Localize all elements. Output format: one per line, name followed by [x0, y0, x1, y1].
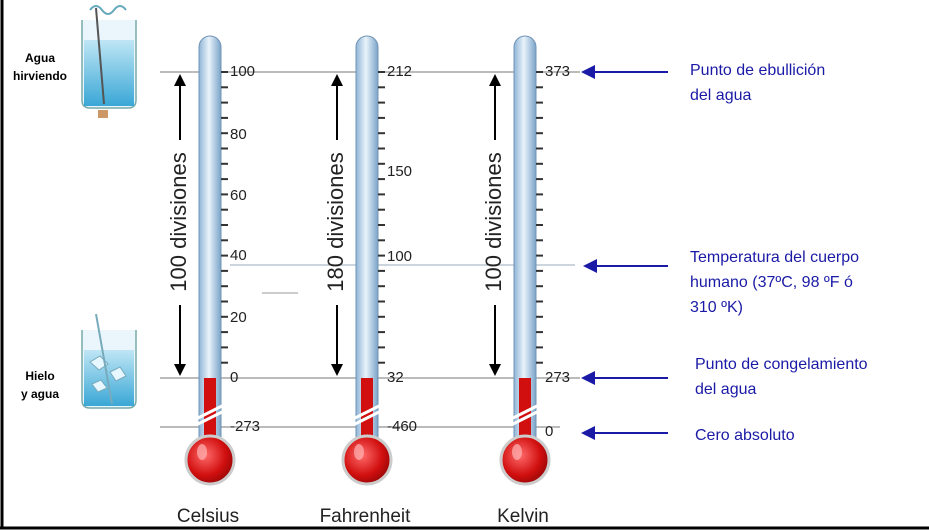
- beaker-label: hirviendo: [13, 69, 67, 83]
- scale-name: Celsius: [177, 506, 239, 527]
- bulb-shine: [512, 444, 522, 460]
- beaker-label: Agua: [25, 51, 55, 65]
- annotation: Punto de ebullición: [690, 62, 825, 79]
- annotation: del agua: [695, 381, 756, 398]
- divisions-label: 100 divisiones: [166, 152, 191, 291]
- annotation: 310 ºK): [690, 299, 743, 316]
- beaker-label: y agua: [21, 387, 59, 401]
- tick-label: 60: [230, 187, 247, 204]
- bulb: [343, 436, 391, 484]
- tick-label: 150: [387, 163, 412, 180]
- bulb: [501, 436, 549, 484]
- annotation: del agua: [690, 87, 751, 104]
- tick-label: 100: [387, 248, 412, 265]
- tick-label: -460: [387, 418, 417, 435]
- tick-label: 212: [387, 63, 412, 80]
- tick-label: 0: [545, 423, 553, 440]
- tick-label: 373: [545, 63, 570, 80]
- bulb-shine: [197, 444, 207, 460]
- annotation: Temperatura del cuerpo: [690, 249, 859, 266]
- scale-name: Kelvin: [497, 506, 549, 527]
- annotation: humano (37ºC, 98 ºF ó: [690, 274, 853, 291]
- divisions-label: 100 divisiones: [481, 152, 506, 291]
- tick-label: 20: [230, 309, 247, 326]
- tick-label: -273: [230, 418, 260, 435]
- tick-label: 40: [230, 247, 247, 264]
- divisions-label: 180 divisiones: [323, 152, 348, 291]
- beaker-label: Hielo: [25, 369, 54, 383]
- tick-label: 80: [230, 126, 247, 143]
- scale-name: Fahrenheit: [320, 506, 412, 527]
- bulb-shine: [354, 444, 364, 460]
- tick-label: 0: [230, 369, 238, 386]
- annotation: Cero absoluto: [695, 427, 795, 444]
- tick-label: 100: [230, 63, 255, 80]
- annotation: Punto de congelamiento: [695, 356, 868, 373]
- beaker-boiling: [82, 6, 136, 118]
- bulb: [186, 436, 234, 484]
- tick-label: 273: [545, 369, 570, 386]
- tick-label: 32: [387, 369, 404, 386]
- thermometer-diagram: 100 80 60 40 20 0 -273 100 divisiones Celsius 212…: [0, 0, 929, 530]
